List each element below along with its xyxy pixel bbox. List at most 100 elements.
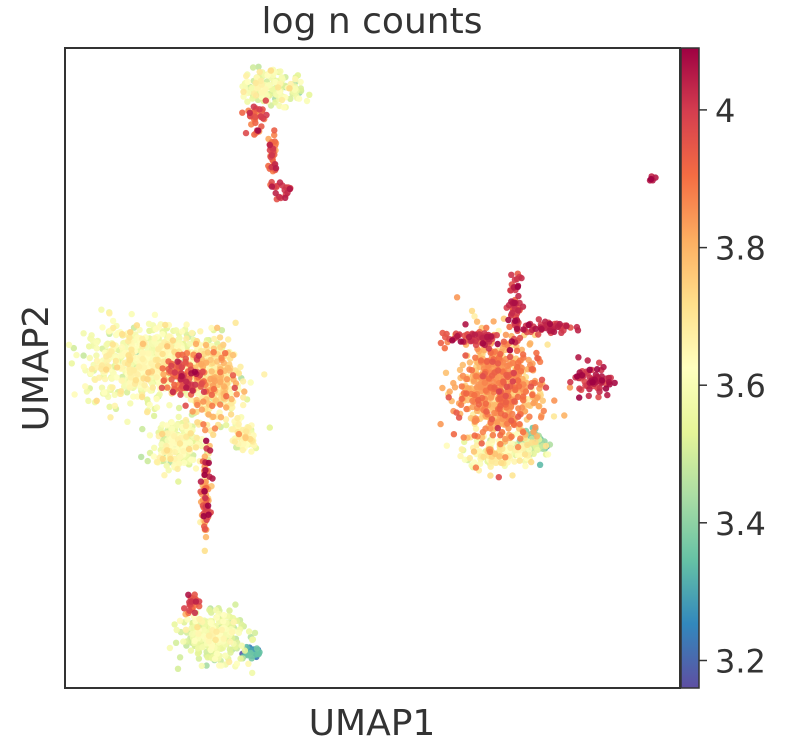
data-point: [244, 98, 251, 105]
data-point: [202, 533, 210, 541]
data-point: [213, 650, 221, 657]
data-point: [140, 364, 148, 371]
data-point: [93, 357, 101, 364]
data-point: [507, 444, 514, 451]
data-point: [276, 179, 284, 186]
data-point: [538, 325, 545, 333]
data-point: [195, 655, 203, 662]
data-point: [176, 440, 184, 447]
data-point: [261, 371, 268, 378]
data-point: [227, 649, 234, 656]
data-point: [533, 433, 541, 440]
data-point: [172, 639, 180, 646]
data-point: [478, 440, 485, 447]
data-point: [184, 616, 191, 623]
data-point: [243, 428, 250, 435]
data-point: [209, 402, 216, 409]
data-point: [491, 450, 499, 457]
data-point: [178, 373, 185, 380]
data-point: [511, 398, 518, 405]
data-point: [163, 422, 170, 429]
data-point: [443, 442, 450, 449]
data-point: [509, 472, 516, 479]
data-point: [457, 338, 464, 345]
data-point: [226, 658, 233, 666]
data-point: [598, 377, 606, 384]
data-point: [185, 591, 192, 598]
data-point: [123, 389, 131, 396]
data-point: [514, 452, 522, 459]
data-point: [178, 364, 185, 371]
data-point: [272, 165, 280, 172]
data-point: [188, 329, 195, 337]
data-point: [103, 341, 110, 349]
data-point: [151, 444, 158, 451]
data-point: [144, 345, 152, 352]
data-point: [538, 376, 546, 383]
data-point: [535, 331, 542, 338]
data-point: [489, 432, 497, 439]
data-point: [209, 475, 216, 482]
data-point: [252, 79, 259, 87]
data-point: [65, 341, 73, 348]
data-point: [127, 378, 134, 386]
data-point: [201, 453, 208, 460]
data-point: [233, 660, 241, 667]
data-point: [238, 642, 245, 649]
data-point: [544, 341, 551, 348]
data-point: [251, 629, 259, 637]
data-point: [509, 378, 516, 385]
data-point: [508, 338, 515, 345]
data-point: [223, 393, 230, 400]
data-point: [194, 419, 201, 426]
data-point: [183, 384, 190, 391]
data-point: [542, 318, 549, 325]
data-point: [146, 401, 153, 408]
data-point: [93, 352, 100, 359]
data-point: [468, 307, 476, 315]
data-point: [286, 85, 293, 92]
data-point: [469, 397, 476, 405]
data-point: [201, 488, 208, 495]
data-point: [517, 368, 525, 375]
data-point: [205, 638, 213, 645]
data-point: [165, 467, 172, 474]
data-point: [191, 609, 199, 616]
data-point: [576, 394, 583, 401]
data-point: [454, 332, 461, 340]
plot-frame: [64, 47, 681, 689]
data-point: [214, 324, 221, 331]
data-point: [160, 377, 167, 384]
data-point: [271, 127, 278, 134]
data-point: [162, 321, 169, 329]
data-point: [292, 76, 299, 83]
data-point: [222, 350, 229, 357]
data-point: [233, 391, 240, 398]
data-point: [268, 152, 276, 159]
data-point: [573, 373, 581, 380]
colorbar-tick-label: 3.8: [715, 230, 766, 268]
data-point: [193, 434, 200, 441]
data-point: [118, 377, 125, 384]
data-point: [227, 411, 235, 418]
data-point: [519, 303, 527, 310]
data-point: [98, 306, 105, 313]
data-point: [192, 381, 199, 388]
data-point: [229, 351, 237, 359]
data-point: [472, 425, 480, 432]
data-point: [596, 359, 603, 366]
data-point: [505, 425, 512, 432]
data-point: [103, 366, 110, 373]
data-point: [232, 319, 239, 326]
data-point: [150, 412, 158, 420]
data-point: [516, 421, 523, 428]
data-point: [188, 456, 195, 463]
data-point: [534, 446, 541, 454]
data-point: [107, 414, 114, 421]
data-point: [202, 494, 209, 502]
data-point: [201, 471, 208, 479]
data-point: [200, 513, 207, 520]
data-point: [500, 338, 508, 345]
data-point: [98, 365, 105, 373]
data-point: [473, 373, 480, 380]
